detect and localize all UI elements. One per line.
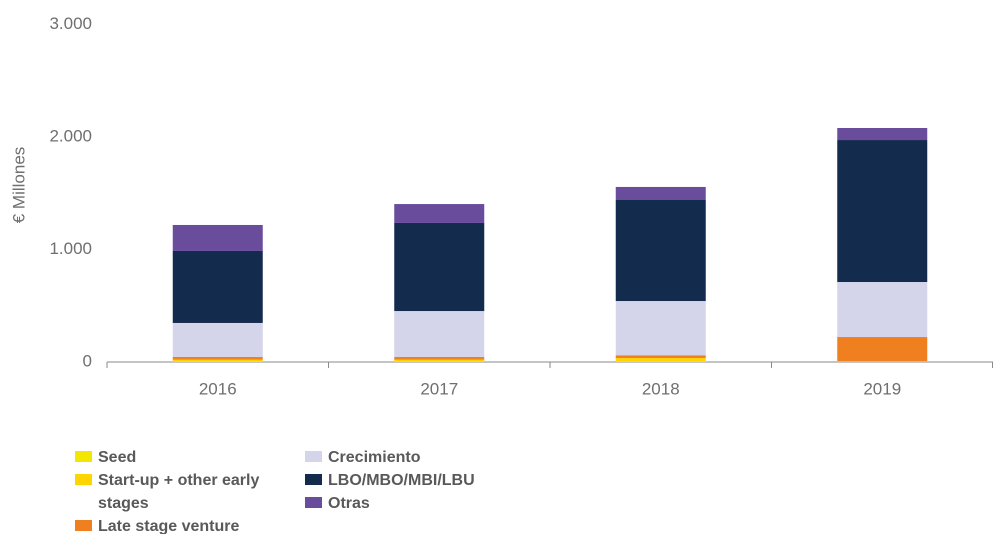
bar-segment [394, 361, 485, 362]
bar-segment [172, 356, 263, 360]
bar-segment [837, 361, 928, 362]
bar-segment [394, 222, 485, 312]
bar-segment [172, 250, 263, 323]
bar-segment [172, 224, 263, 251]
legend-label: LBO/MBO/MBI/LBU [328, 472, 475, 489]
legend-swatch [75, 520, 92, 531]
bar-segment [615, 301, 706, 356]
bar-segment [172, 361, 263, 362]
legend-swatch [75, 451, 92, 462]
bar-segment [615, 200, 706, 302]
bar-segment [615, 186, 706, 200]
y-axis-label: € Millones [9, 147, 28, 224]
legend-label: Start-up + other early stages [98, 472, 260, 512]
bar-segment [172, 359, 263, 362]
legend-swatch [305, 474, 322, 485]
x-tick-label: 2018 [642, 379, 680, 398]
bar-segment [837, 128, 928, 141]
bar-segment [394, 204, 485, 223]
legend-swatch [305, 451, 322, 462]
y-tick-label: 3.000 [49, 14, 92, 33]
bar-segment [615, 358, 706, 362]
legend-swatch [75, 474, 92, 485]
chart: € Millones 0 1.000 2.000 3.000 2016 2017 2018 2… [9, 14, 993, 398]
legend-label: Otras [328, 495, 370, 512]
x-tick-label: 2019 [863, 379, 901, 398]
legend-label: Crecimiento [328, 449, 421, 466]
bar-segment [837, 140, 928, 283]
bar-segment [394, 311, 485, 357]
legend: Seed Start-up + other early stages Late st… [75, 446, 595, 534]
y-tick-label: 0 [83, 351, 92, 370]
bar-segment [615, 355, 706, 359]
bar-segment [172, 322, 263, 357]
bar-segment [394, 359, 485, 362]
bar-segment [837, 337, 928, 362]
legend-label: Seed [98, 449, 137, 466]
bar-segment [837, 282, 928, 338]
bar-segment [394, 356, 485, 360]
legend-swatch [305, 497, 322, 508]
legend-label: Late stage venture [98, 518, 240, 534]
x-tick-label: 2017 [420, 379, 458, 398]
x-tick-label: 2016 [199, 379, 237, 398]
bar-segment [615, 361, 706, 362]
y-tick-label: 2.000 [49, 126, 92, 145]
y-tick-label: 1.000 [49, 239, 92, 258]
